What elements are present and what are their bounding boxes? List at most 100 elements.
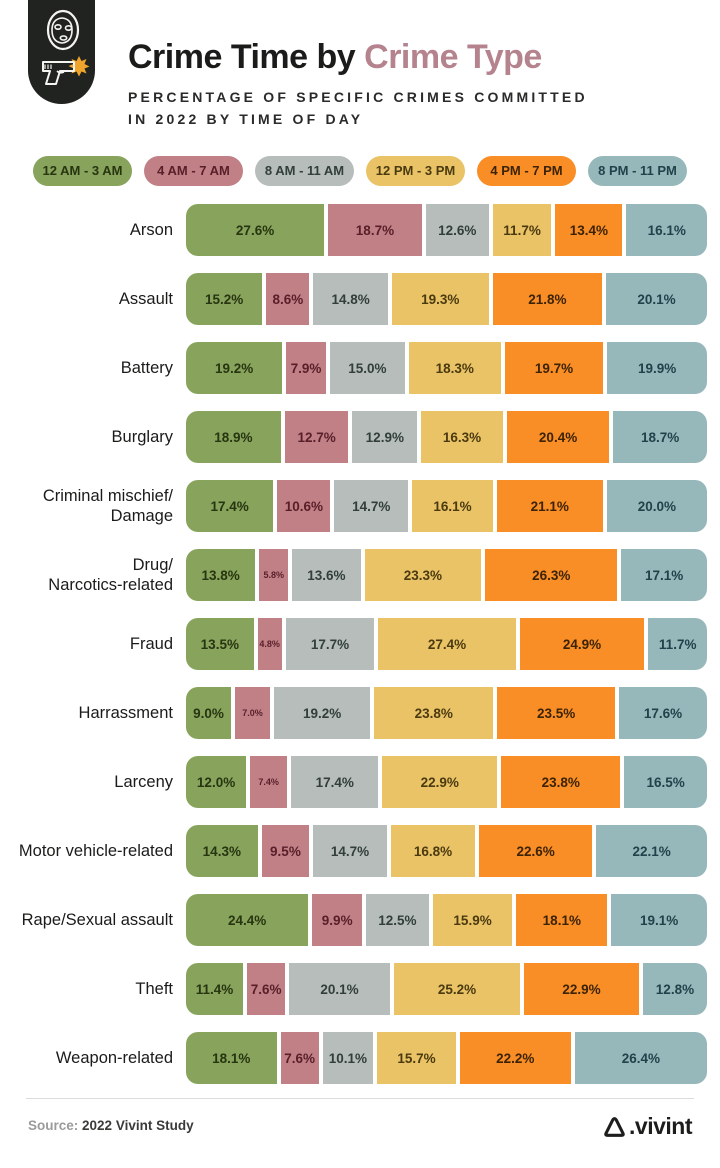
bar-segment-12-am-3-am: 13.8% <box>186 549 256 602</box>
bar-segment-4-pm-7-pm: 22.2% <box>459 1032 571 1085</box>
bar-segment-8-pm-11-pm: 17.1% <box>621 549 707 602</box>
segment-value: 12.6% <box>438 222 477 238</box>
page-subtitle: PERCENTAGE OF SPECIFIC CRIMES COMMITTED I… <box>128 89 588 128</box>
segment-value: 16.5% <box>646 774 685 790</box>
segment-value: 13.4% <box>569 222 609 238</box>
bar-segment-8-am-11-am: 13.6% <box>292 549 361 602</box>
chart-row-weapon-related: Weapon-related 18.1% 7.6% 10.1% 15.7% 22.2% 26… <box>0 1024 707 1093</box>
bar-segment-12-am-3-am: 14.3% <box>186 825 258 878</box>
legend-item-4-am-7-am: 4 AM - 7 AM <box>144 155 243 186</box>
category-label: Arson <box>129 221 173 240</box>
robber-with-gun-icon <box>41 9 89 85</box>
source-label: Source: <box>28 1118 79 1134</box>
segment-value: 19.3% <box>421 291 460 307</box>
segment-value: 18.3% <box>435 360 474 376</box>
segment-value: 24.9% <box>562 636 602 652</box>
bar-segment-12-pm-3-pm: 18.3% <box>408 342 501 395</box>
segment-value: 19.2% <box>302 705 342 721</box>
bar-segment-4-am-7-am: 8.6% <box>266 273 310 326</box>
segment-value: 27.4% <box>427 636 467 652</box>
bar-segment-4-pm-7-pm: 22.9% <box>524 963 639 1016</box>
chart-row-motor-vehicle-related: Motor vehicle-related 14.3% 9.5% 14.7% 16.8%… <box>0 817 707 886</box>
category-label: Fraud <box>129 635 173 654</box>
segment-value: 23.5% <box>536 705 576 721</box>
segment-value: 20.0% <box>637 498 676 514</box>
segment-value: 17.1% <box>644 567 684 583</box>
category-label: Larceny <box>114 773 173 792</box>
bar-segment-12-am-3-am: 24.4% <box>186 894 309 947</box>
bar-segment-4-pm-7-pm: 23.8% <box>501 756 621 809</box>
bar-segment-8-am-11-am: 10.1% <box>322 1032 374 1085</box>
chart-row-theft: Theft 11.4% 7.6% 20.1% 25.2% 22.9% 12.8% <box>0 955 707 1024</box>
bar-segment-8-am-11-am: 14.7% <box>313 825 387 878</box>
category-label: Theft <box>135 980 173 999</box>
segment-value: 23.8% <box>414 705 453 721</box>
bar-segment-4-pm-7-pm: 13.4% <box>555 204 623 257</box>
title-accent: Crime Type <box>364 38 542 76</box>
vivint-logo: .vivint <box>602 1114 692 1138</box>
segment-value: 9.0% <box>193 705 224 721</box>
bar-segment-12-am-3-am: 19.2% <box>186 342 283 395</box>
bar-segment-4-am-7-am: 10.6% <box>277 480 331 533</box>
segment-value: 13.5% <box>200 636 239 652</box>
bar-segment-12-am-3-am: 9.0% <box>186 687 232 740</box>
bar-segment-8-am-11-am: 12.9% <box>352 411 418 464</box>
bar-segment-4-pm-7-pm: 19.7% <box>504 342 604 395</box>
muzzle-flash <box>68 56 89 77</box>
bar-segment-4-pm-7-pm: 26.3% <box>485 549 618 602</box>
bar-segment-4-pm-7-pm: 23.5% <box>497 687 615 740</box>
bar-segment-12-pm-3-pm: 27.4% <box>378 618 516 671</box>
bar-segment-8-pm-11-pm: 12.8% <box>642 963 707 1016</box>
segment-value: 13.8% <box>201 567 240 583</box>
segment-value: 15.9% <box>453 912 492 928</box>
segment-value: 12.9% <box>365 429 404 445</box>
bar-segment-4-am-7-am: 7.9% <box>286 342 326 395</box>
bar-stack: 18.1% 7.6% 10.1% 15.7% 22.2% 26.4% <box>186 1032 707 1085</box>
bar-segment-12-pm-3-pm: 19.3% <box>391 273 489 326</box>
category-label: Battery <box>120 359 173 378</box>
segment-value: 16.8% <box>413 843 453 859</box>
bar-segment-8-am-11-am: 20.1% <box>289 963 390 1016</box>
segment-value: 11.7% <box>503 222 541 238</box>
segment-value: 7.9% <box>290 360 322 376</box>
segment-value: 11.4% <box>195 981 234 997</box>
segment-value: 18.1% <box>542 912 581 928</box>
segment-value: 20.1% <box>320 981 359 997</box>
segment-value: 18.1% <box>212 1050 251 1066</box>
bar-segment-12-pm-3-pm: 15.7% <box>377 1032 456 1085</box>
segment-value: 16.1% <box>433 498 472 514</box>
legend-item-8-pm-11-pm: 8 PM - 11 PM <box>588 155 687 186</box>
segment-value: 21.1% <box>530 498 569 514</box>
segment-value: 9.9% <box>321 912 353 928</box>
category-label: Drug/ Narcotics-related <box>48 555 173 595</box>
segment-value: 23.3% <box>403 567 443 583</box>
segment-value: 20.4% <box>538 429 578 445</box>
segment-value: 10.1% <box>328 1050 368 1066</box>
bar-segment-4-am-7-am: 7.6% <box>247 963 286 1016</box>
bar-segment-12-am-3-am: 18.1% <box>186 1032 277 1085</box>
header: Crime Time by Crime Type PERCENTAGE OF S… <box>0 0 720 131</box>
segment-value: 12.8% <box>655 981 695 997</box>
segment-value: 23.8% <box>541 774 580 790</box>
bar-segment-12-pm-3-pm: 25.2% <box>393 963 521 1016</box>
footer: Source: 2022 Vivint Study .vivint <box>26 1097 694 1138</box>
chart-row-rape-sexual-assault: Rape/Sexual assault 24.4% 9.9% 12.5% 15.9% 18… <box>0 886 707 955</box>
segment-value: 12.0% <box>196 774 236 790</box>
category-label: Assault <box>118 290 173 309</box>
bar-segment-8-pm-11-pm: 17.6% <box>618 687 708 740</box>
chart-row-burglary: Burglary 18.9% 12.7% 12.9% 16.3% 20.4% 18.7% <box>0 403 707 472</box>
bar-segment-12-pm-3-pm: 15.9% <box>432 894 513 947</box>
bar-segment-8-am-11-am: 17.4% <box>291 756 379 809</box>
bar-segment-12-am-3-am: 12.0% <box>186 756 247 809</box>
bar-segment-12-pm-3-pm: 22.9% <box>382 756 498 809</box>
segment-value: 16.1% <box>647 222 686 238</box>
bar-stack: 19.2% 7.9% 15.0% 18.3% 19.7% 19.9% <box>186 342 708 395</box>
bar-segment-8-am-11-am: 17.7% <box>285 618 375 671</box>
segment-value: 26.3% <box>532 567 571 583</box>
bar-stack: 11.4% 7.6% 20.1% 25.2% 22.9% 12.8% <box>186 963 707 1016</box>
bar-stack: 17.4% 10.6% 14.7% 16.1% 21.1% 20.0% <box>186 480 707 533</box>
segment-value: 21.8% <box>528 291 567 307</box>
segment-value: 17.4% <box>315 774 354 790</box>
bar-segment-8-am-11-am: 14.7% <box>334 480 409 533</box>
